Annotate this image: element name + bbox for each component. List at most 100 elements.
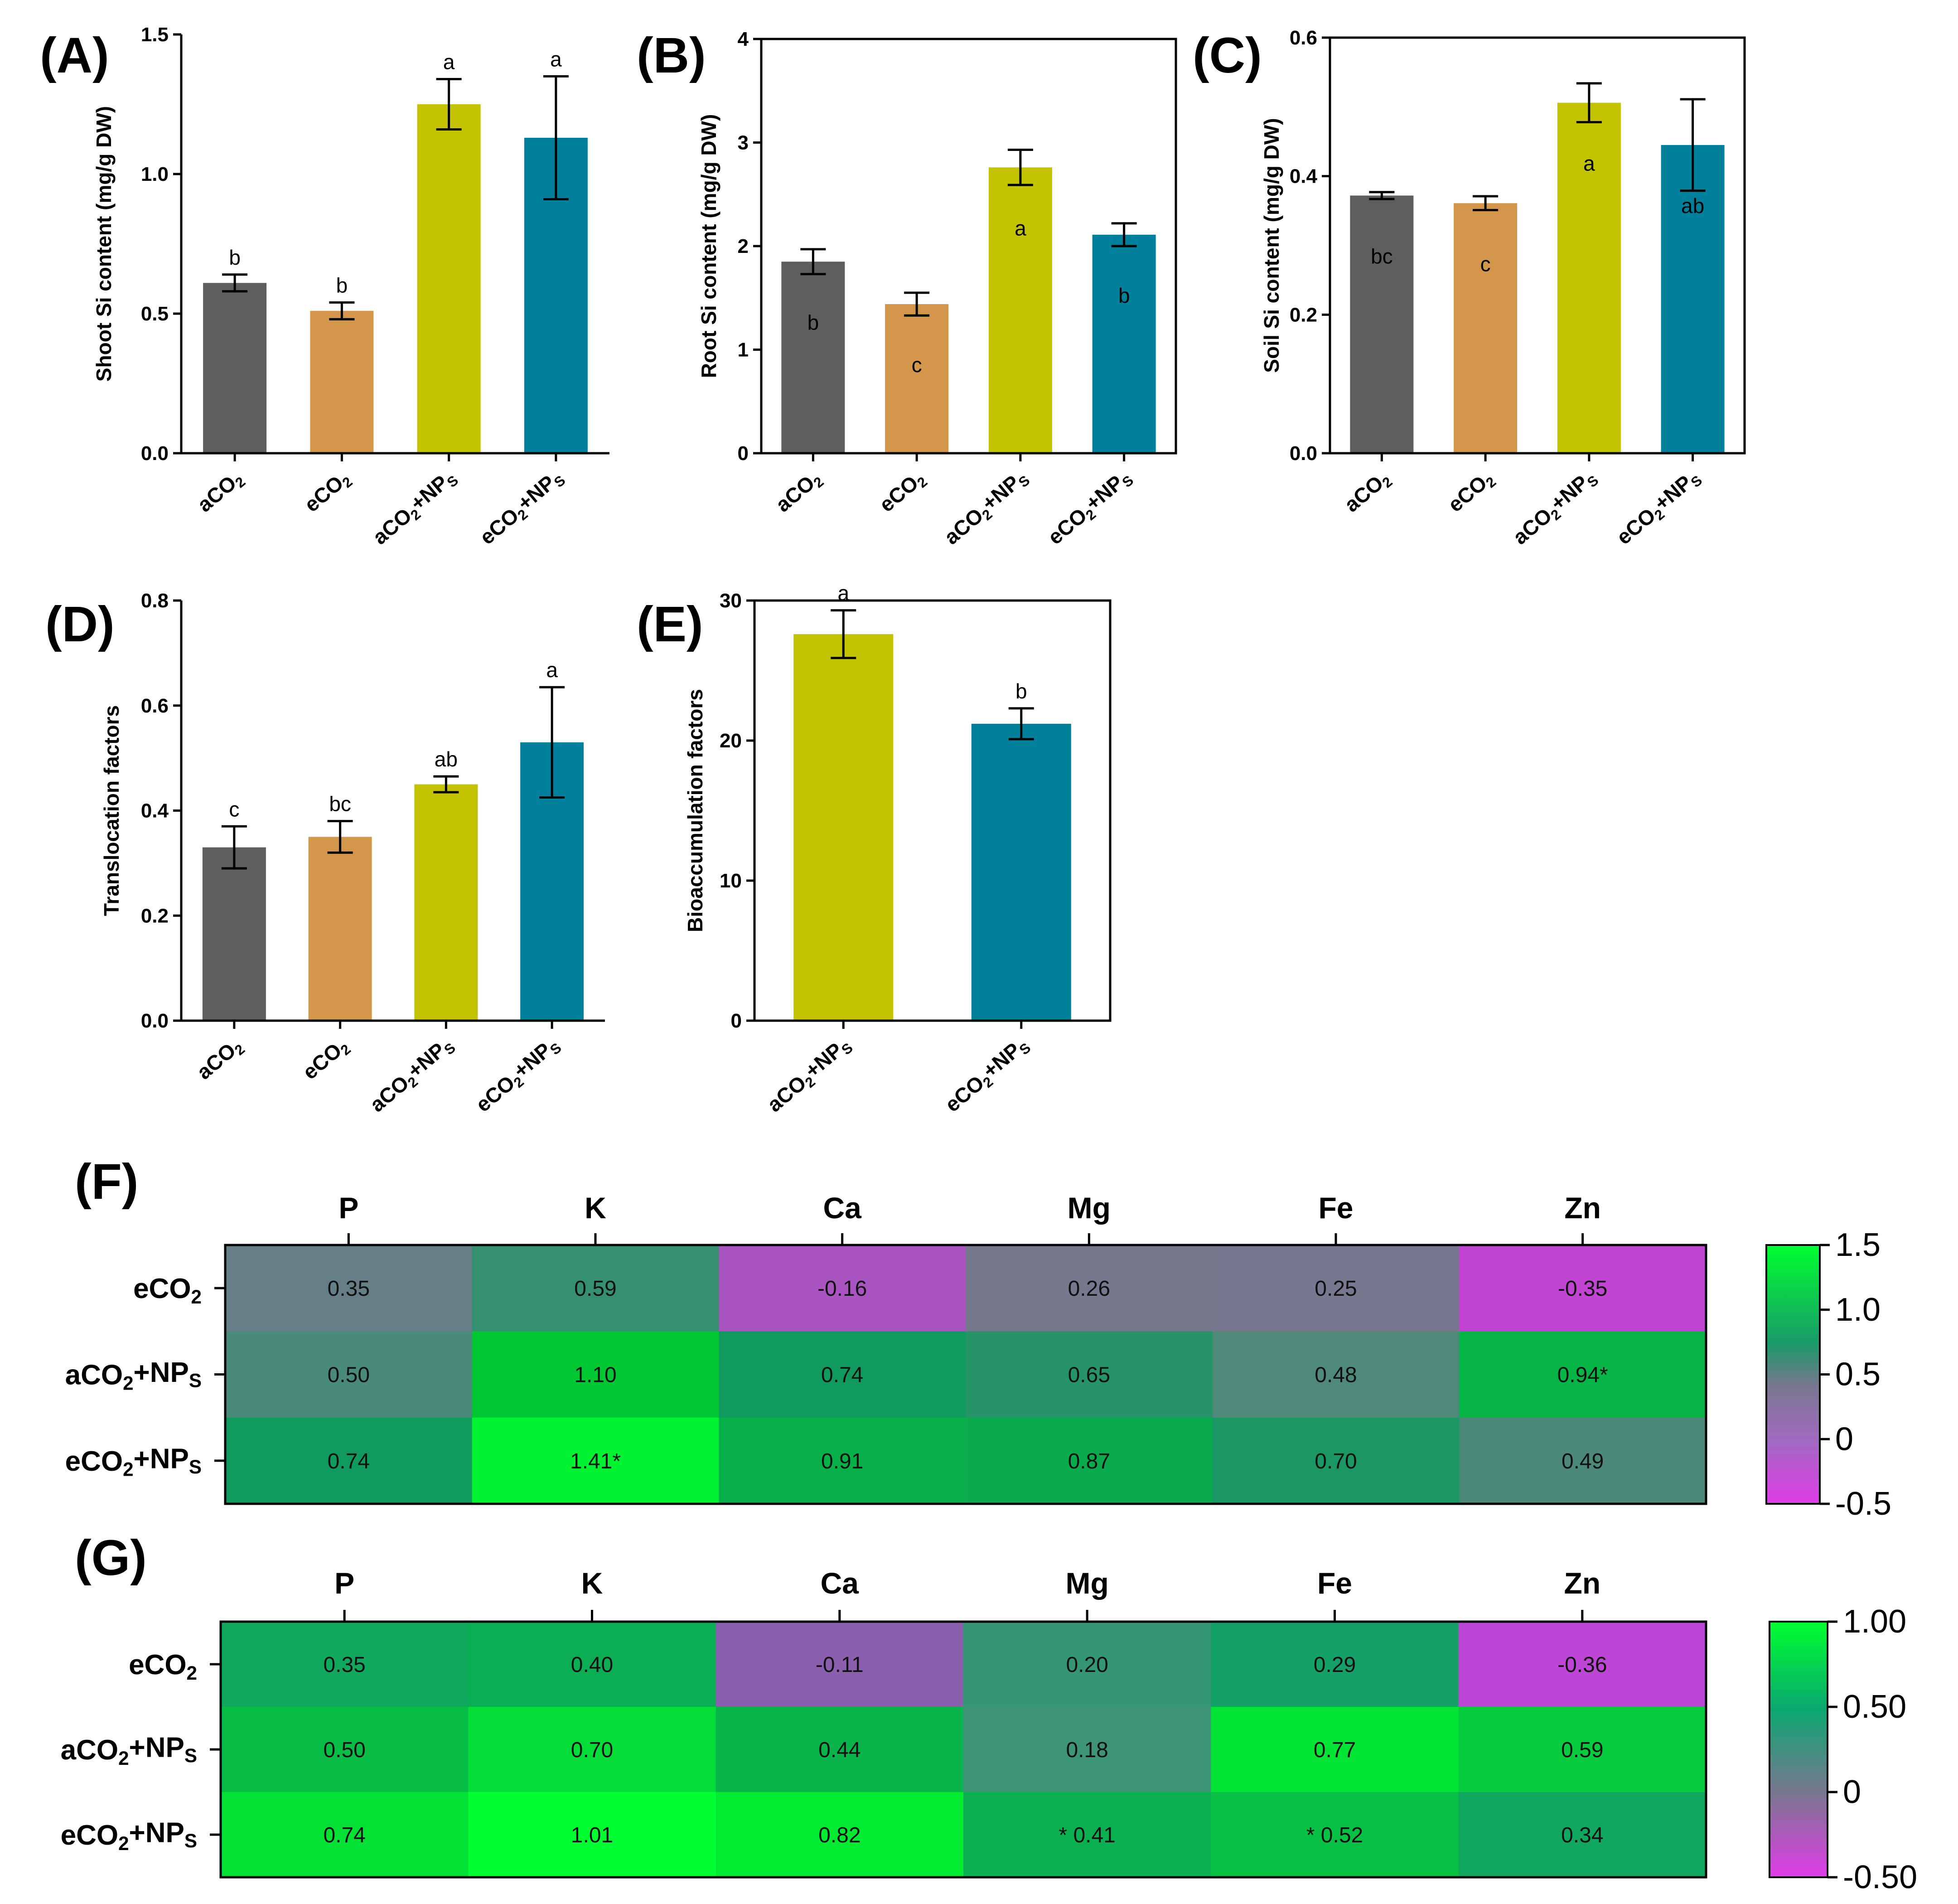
panel-a: (A) b b a a 0.0 0.5 1.0 1.5 Shoot Si content (mg/… [40, 24, 609, 551]
colorbar-label-g-1: 0.50 [1843, 1689, 1906, 1725]
panel-label-d: (D) [45, 596, 115, 652]
error-bar-d-1 [327, 820, 353, 854]
x-category-label-c-2: aCO2+NPS [1507, 465, 1603, 551]
panel-label-g: (G) [75, 1530, 147, 1586]
sig-letter-d-3: a [546, 658, 558, 682]
y-tick-label-a-0: 0.0 [141, 442, 169, 465]
heatmap-value-g-1-4: 0.77 [1314, 1738, 1356, 1762]
y-tick-label-d-2: 0.4 [141, 800, 169, 822]
error-bar-e-1 [1008, 707, 1034, 741]
y-tick-label-d-0: 0.0 [141, 1010, 169, 1032]
heatmap-value-g-2-3: * 0.41 [1059, 1823, 1115, 1847]
heatmap-cell-g-2-2 [716, 1792, 964, 1878]
x-category-label-b-0: aCO2 [771, 466, 827, 518]
panel-label-f: (F) [75, 1154, 138, 1210]
colorbar-label-f-2: 0.5 [1835, 1357, 1881, 1393]
bar-b-0 [781, 262, 845, 453]
error-bar-b-1 [904, 291, 930, 317]
x-category-label-c-0: aCO2 [1340, 466, 1396, 518]
x-category-label-a-2: aCO2+NPS [367, 465, 463, 551]
heatmap-row-label-g-1: aCO2+NPS [61, 1732, 197, 1768]
heatmap-col-label-g-0: P [334, 1566, 354, 1600]
heatmap-cell-f-1-4 [1212, 1331, 1460, 1418]
heatmap-cell-g-0-3 [963, 1622, 1211, 1707]
plot-frame-e [753, 599, 1112, 1022]
bar-c-3 [1661, 145, 1725, 453]
heatmap-value-g-1-0: 0.50 [323, 1738, 365, 1762]
heatmap-row-label-f-1: aCO2+NPS [65, 1357, 202, 1394]
colorbar-label-f-0: 1.5 [1835, 1227, 1881, 1263]
y-tick-label-c-3: 0.6 [1290, 27, 1317, 49]
heatmap-cell-g-1-1 [468, 1707, 716, 1793]
x-category-label-d-2: aCO2+NPS [364, 1032, 459, 1119]
bar-a-2 [417, 104, 481, 453]
error-bar-a-3 [543, 75, 569, 200]
panel-f-heatmap: (F)0.35 0.59 -0.16 0.26 0.25 -0.350.50 1.10 0.7… [65, 1154, 1891, 1522]
heatmap-value-f-0-2: -0.16 [817, 1277, 867, 1301]
y-tick-label-c-1: 0.2 [1290, 304, 1317, 326]
error-bar-d-0 [221, 825, 247, 870]
y-tick-label-d-3: 0.6 [141, 695, 169, 717]
heatmap-cell-g-1-2 [716, 1707, 964, 1793]
heatmap-cell-f-0-5 [1459, 1245, 1707, 1332]
bar-a-0 [203, 283, 267, 453]
x-category-label-a-1: eCO2 [300, 466, 356, 518]
heatmap-value-g-2-0: 0.74 [323, 1823, 365, 1847]
x-category-label-b-2: aCO2+NPS [938, 465, 1034, 551]
heatmap-row-label-g-0: eCO2 [129, 1649, 197, 1684]
error-bar-c-1 [1473, 195, 1499, 212]
error-bar-d-2 [433, 775, 459, 794]
y-tick-label-b-2: 2 [738, 235, 749, 257]
colorbar-label-g-2: 0 [1843, 1774, 1861, 1810]
heatmap-cell-f-2-3 [966, 1417, 1213, 1504]
heatmap-cell-g-2-4 [1211, 1792, 1459, 1878]
heatmap-cell-f-2-4 [1212, 1417, 1460, 1504]
y-tick-label-a-2: 1.0 [141, 163, 169, 185]
error-bar-c-0 [1369, 191, 1395, 200]
heatmap-value-f-1-2: 0.74 [821, 1363, 863, 1387]
error-bar-e-0 [831, 609, 856, 659]
heatmap-value-f-2-1: 1.41* [570, 1449, 621, 1473]
heatmap-cell-g-0-2 [716, 1622, 964, 1707]
y-axis-title-a: Shoot Si content (mg/g DW) [92, 106, 116, 382]
heatmap-cell-g-0-5 [1458, 1622, 1707, 1707]
panel-d: (D) c bc ab a 0.0 0.2 0.4 0.6 0.8 Translocation fa… [45, 590, 605, 1119]
x-category-label-e-1: eCO2+NPS [939, 1032, 1035, 1119]
bar-c-1 [1454, 203, 1518, 453]
heatmap-value-f-1-4: 0.48 [1315, 1363, 1357, 1387]
colorbar-label-f-4: -0.5 [1835, 1486, 1891, 1522]
colorbar-label-f-3: 0 [1835, 1421, 1853, 1457]
heatmap-value-f-2-5: 0.49 [1562, 1449, 1604, 1473]
y-axis-title-d: Translocation factors [100, 705, 123, 916]
sig-letter-a-2: a [443, 50, 455, 74]
heatmap-col-label-f-0: P [338, 1191, 358, 1225]
y-tick-label-d-4: 0.8 [141, 590, 169, 612]
x-category-label-d-3: eCO2+NPS [470, 1032, 566, 1119]
y-tick-label-e-3: 30 [720, 590, 742, 612]
heatmap-cell-g-1-4 [1211, 1707, 1459, 1793]
sig-letter-b-0: b [807, 310, 819, 334]
heatmap-col-label-f-2: Ca [823, 1191, 862, 1225]
bar-d-2 [414, 784, 478, 1021]
y-axis-title-c: Soil Si content (mg/g DW) [1260, 118, 1283, 373]
sig-letter-a-3: a [550, 47, 562, 71]
error-bar-b-0 [800, 248, 826, 276]
heatmap-value-g-2-5: 0.34 [1561, 1823, 1603, 1847]
error-bar-a-1 [329, 301, 355, 320]
sig-letter-a-0: b [229, 246, 241, 269]
x-category-label-c-3: eCO2+NPS [1611, 465, 1707, 551]
heatmap-cell-g-2-0 [221, 1792, 469, 1878]
panel-g-heatmap: (G) 0.35 0.40 -0.11 0.20 0.29 -0.36 0.50 0.70 0.4… [61, 1530, 1918, 1895]
heatmap-cell-f-0-3 [966, 1245, 1213, 1332]
sig-letter-e-1: b [1015, 679, 1027, 703]
heatmap-cell-f-0-2 [719, 1245, 966, 1332]
heatmap-value-f-0-0: 0.35 [328, 1277, 370, 1301]
heatmap-col-label-f-1: K [585, 1191, 606, 1225]
y-axis-title-b: Root Si content (mg/g DW) [697, 114, 720, 378]
heatmap-value-f-1-1: 1.10 [574, 1363, 616, 1387]
heatmap-cell-g-2-1 [468, 1792, 716, 1878]
bar-b-2 [988, 167, 1052, 454]
heatmap-cell-g-1-0 [221, 1707, 469, 1793]
